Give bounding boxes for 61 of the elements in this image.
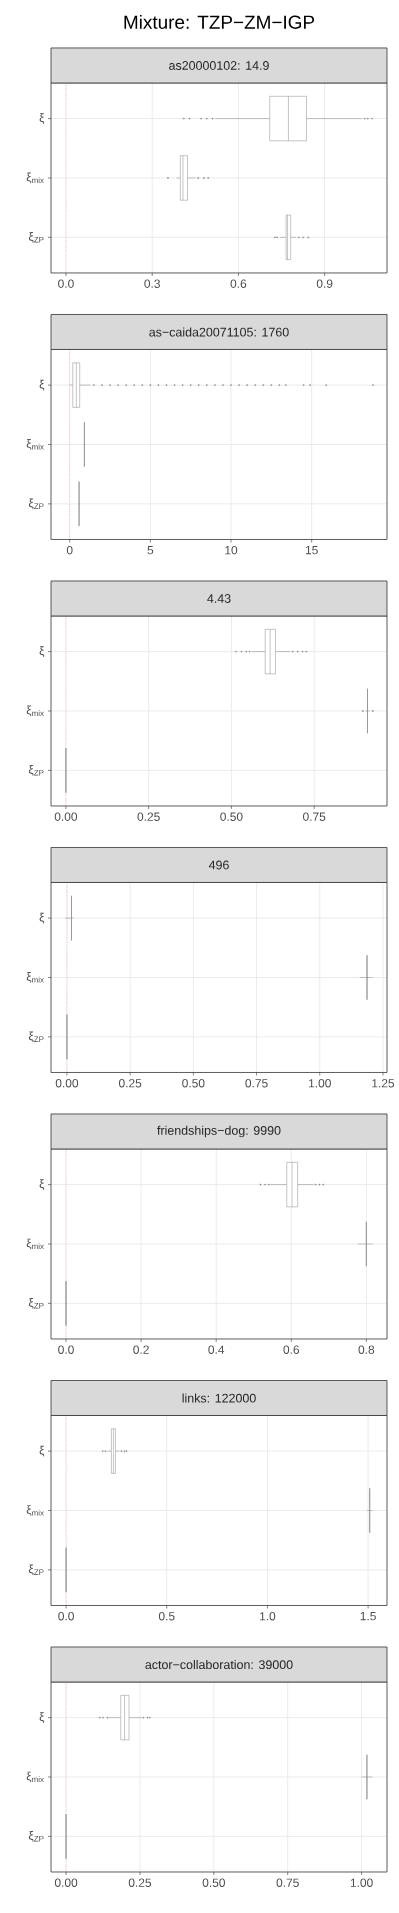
x-tick-label: 0.3 — [144, 279, 160, 288]
y-tick-label: ξ — [39, 1445, 45, 1457]
x-tick-label: 0.0 — [58, 279, 74, 288]
x-tick-label: 0.00 — [54, 812, 78, 821]
x-tick-label: 1.25 — [372, 1079, 395, 1088]
x-tick-label: 0.00 — [55, 1079, 79, 1088]
y-tick-label: ξ — [39, 912, 45, 924]
x-tick-label: 1.0 — [260, 1612, 276, 1621]
x-tick-label: 0.4 — [208, 1345, 225, 1354]
x-tick-label: 0.25 — [118, 1079, 142, 1088]
x-tick-label: 1.00 — [350, 1878, 373, 1887]
y-tick-label: ξ$_{ZP}$ — [28, 231, 44, 243]
x-tick-label: 0.25 — [137, 812, 160, 821]
x-tick-label: 0.75 — [245, 1079, 268, 1088]
y-tick-label: ξ$_{mix}$ — [26, 705, 44, 717]
chart-subtitle: as20000102: 14.9 — [169, 61, 269, 70]
y-tick-label: ξ$_{ZP}$ — [28, 1298, 44, 1309]
y-tick-label: ξ — [39, 379, 45, 391]
x-tick-label: 0.50 — [182, 1079, 205, 1088]
chart-title: Mixture: TZP−ZM−IGP — [124, 15, 315, 29]
x-tick-label: 0.0 — [58, 1612, 74, 1621]
x-tick-label: 0 — [66, 546, 73, 555]
x-tick-label: 0.50 — [202, 1878, 225, 1887]
x-tick-label: 0.75 — [276, 1878, 299, 1887]
y-tick-label: ξ$_{mix}$ — [26, 1771, 44, 1783]
chart-subtitle: friendships−dog: 9990 — [157, 1125, 281, 1138]
y-tick-label: ξ — [39, 646, 45, 657]
y-tick-label: ξ — [39, 1179, 45, 1190]
chart-subtitle: links: 122000 — [182, 1393, 256, 1403]
y-tick-label: ξ$_{mix}$ — [26, 972, 44, 983]
x-tick-label: 0.2 — [133, 1345, 149, 1354]
x-tick-label: 1.5 — [360, 1612, 376, 1621]
x-tick-label: 10 — [225, 546, 238, 555]
y-tick-label: ξ$_{mix}$ — [26, 1505, 44, 1516]
x-tick-label: 15 — [305, 546, 318, 555]
x-tick-label: 0.75 — [303, 812, 326, 821]
y-tick-label: ξ$_{ZP}$ — [28, 764, 44, 776]
x-tick-label: 0.8 — [358, 1345, 375, 1354]
y-tick-label: ξ$_{mix}$ — [26, 439, 44, 450]
chart-subtitle: actor−collaboration: 39000 — [145, 1659, 293, 1670]
y-tick-label: ξ$_{mix}$ — [26, 1238, 44, 1250]
x-tick-label: 0.6 — [283, 1345, 300, 1354]
chart-subtitle: 496 — [208, 860, 229, 870]
x-tick-label: 0.9 — [316, 279, 333, 288]
x-tick-label: 0.25 — [128, 1878, 152, 1887]
x-tick-label: 5 — [147, 546, 154, 555]
x-tick-label: 0.00 — [54, 1878, 78, 1887]
y-tick-label: ξ$_{mix}$ — [26, 172, 44, 184]
y-tick-label: ξ$_{ZP}$ — [28, 1564, 44, 1576]
x-tick-label: 0.5 — [158, 1612, 175, 1621]
y-tick-label: ξ — [39, 1712, 45, 1723]
x-tick-label: 0.50 — [220, 812, 243, 821]
x-tick-label: 0.6 — [230, 279, 247, 288]
x-tick-label: 0.0 — [58, 1345, 74, 1354]
y-tick-label: ξ$_{ZP}$ — [28, 498, 44, 510]
y-tick-label: ξ$_{ZP}$ — [28, 1831, 44, 1842]
chart-subtitle: 4.43 — [207, 594, 231, 603]
y-tick-label: ξ — [39, 113, 45, 124]
y-tick-label: ξ$_{ZP}$ — [28, 1031, 44, 1043]
x-tick-label: 1.00 — [309, 1079, 331, 1088]
chart-subtitle: as−caida20071105: 1760 — [149, 327, 289, 337]
